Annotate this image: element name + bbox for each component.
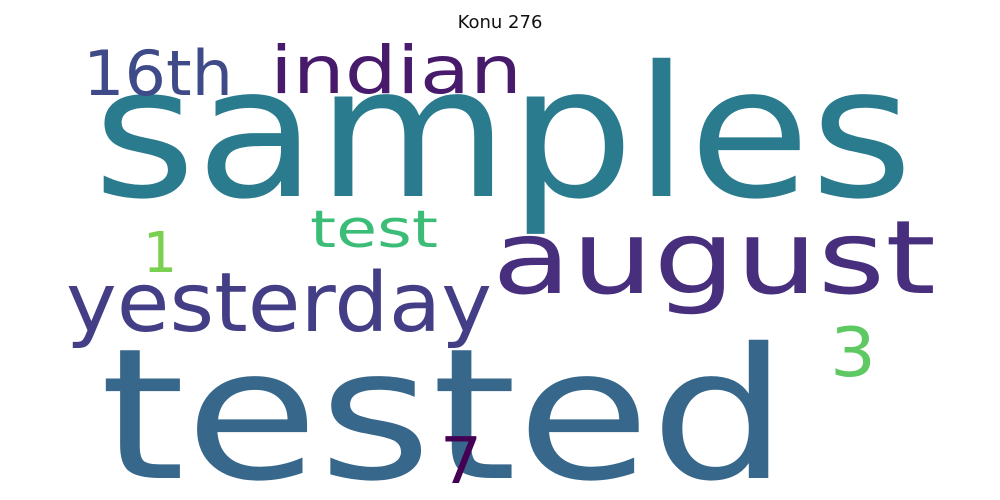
word-samples: samples [93,27,913,239]
word-1: 1 [143,221,177,286]
word-tested: tested [100,309,788,500]
page-title: Konu 276 [457,12,543,33]
word-august: august [492,199,936,318]
word-7: 7 [440,425,482,499]
word-yesterday: yesterday [66,256,492,351]
word-test: test [310,200,438,260]
word-3: 3 [830,314,876,393]
word-16th: 16th [83,37,233,110]
word-indian: indian [270,32,522,109]
